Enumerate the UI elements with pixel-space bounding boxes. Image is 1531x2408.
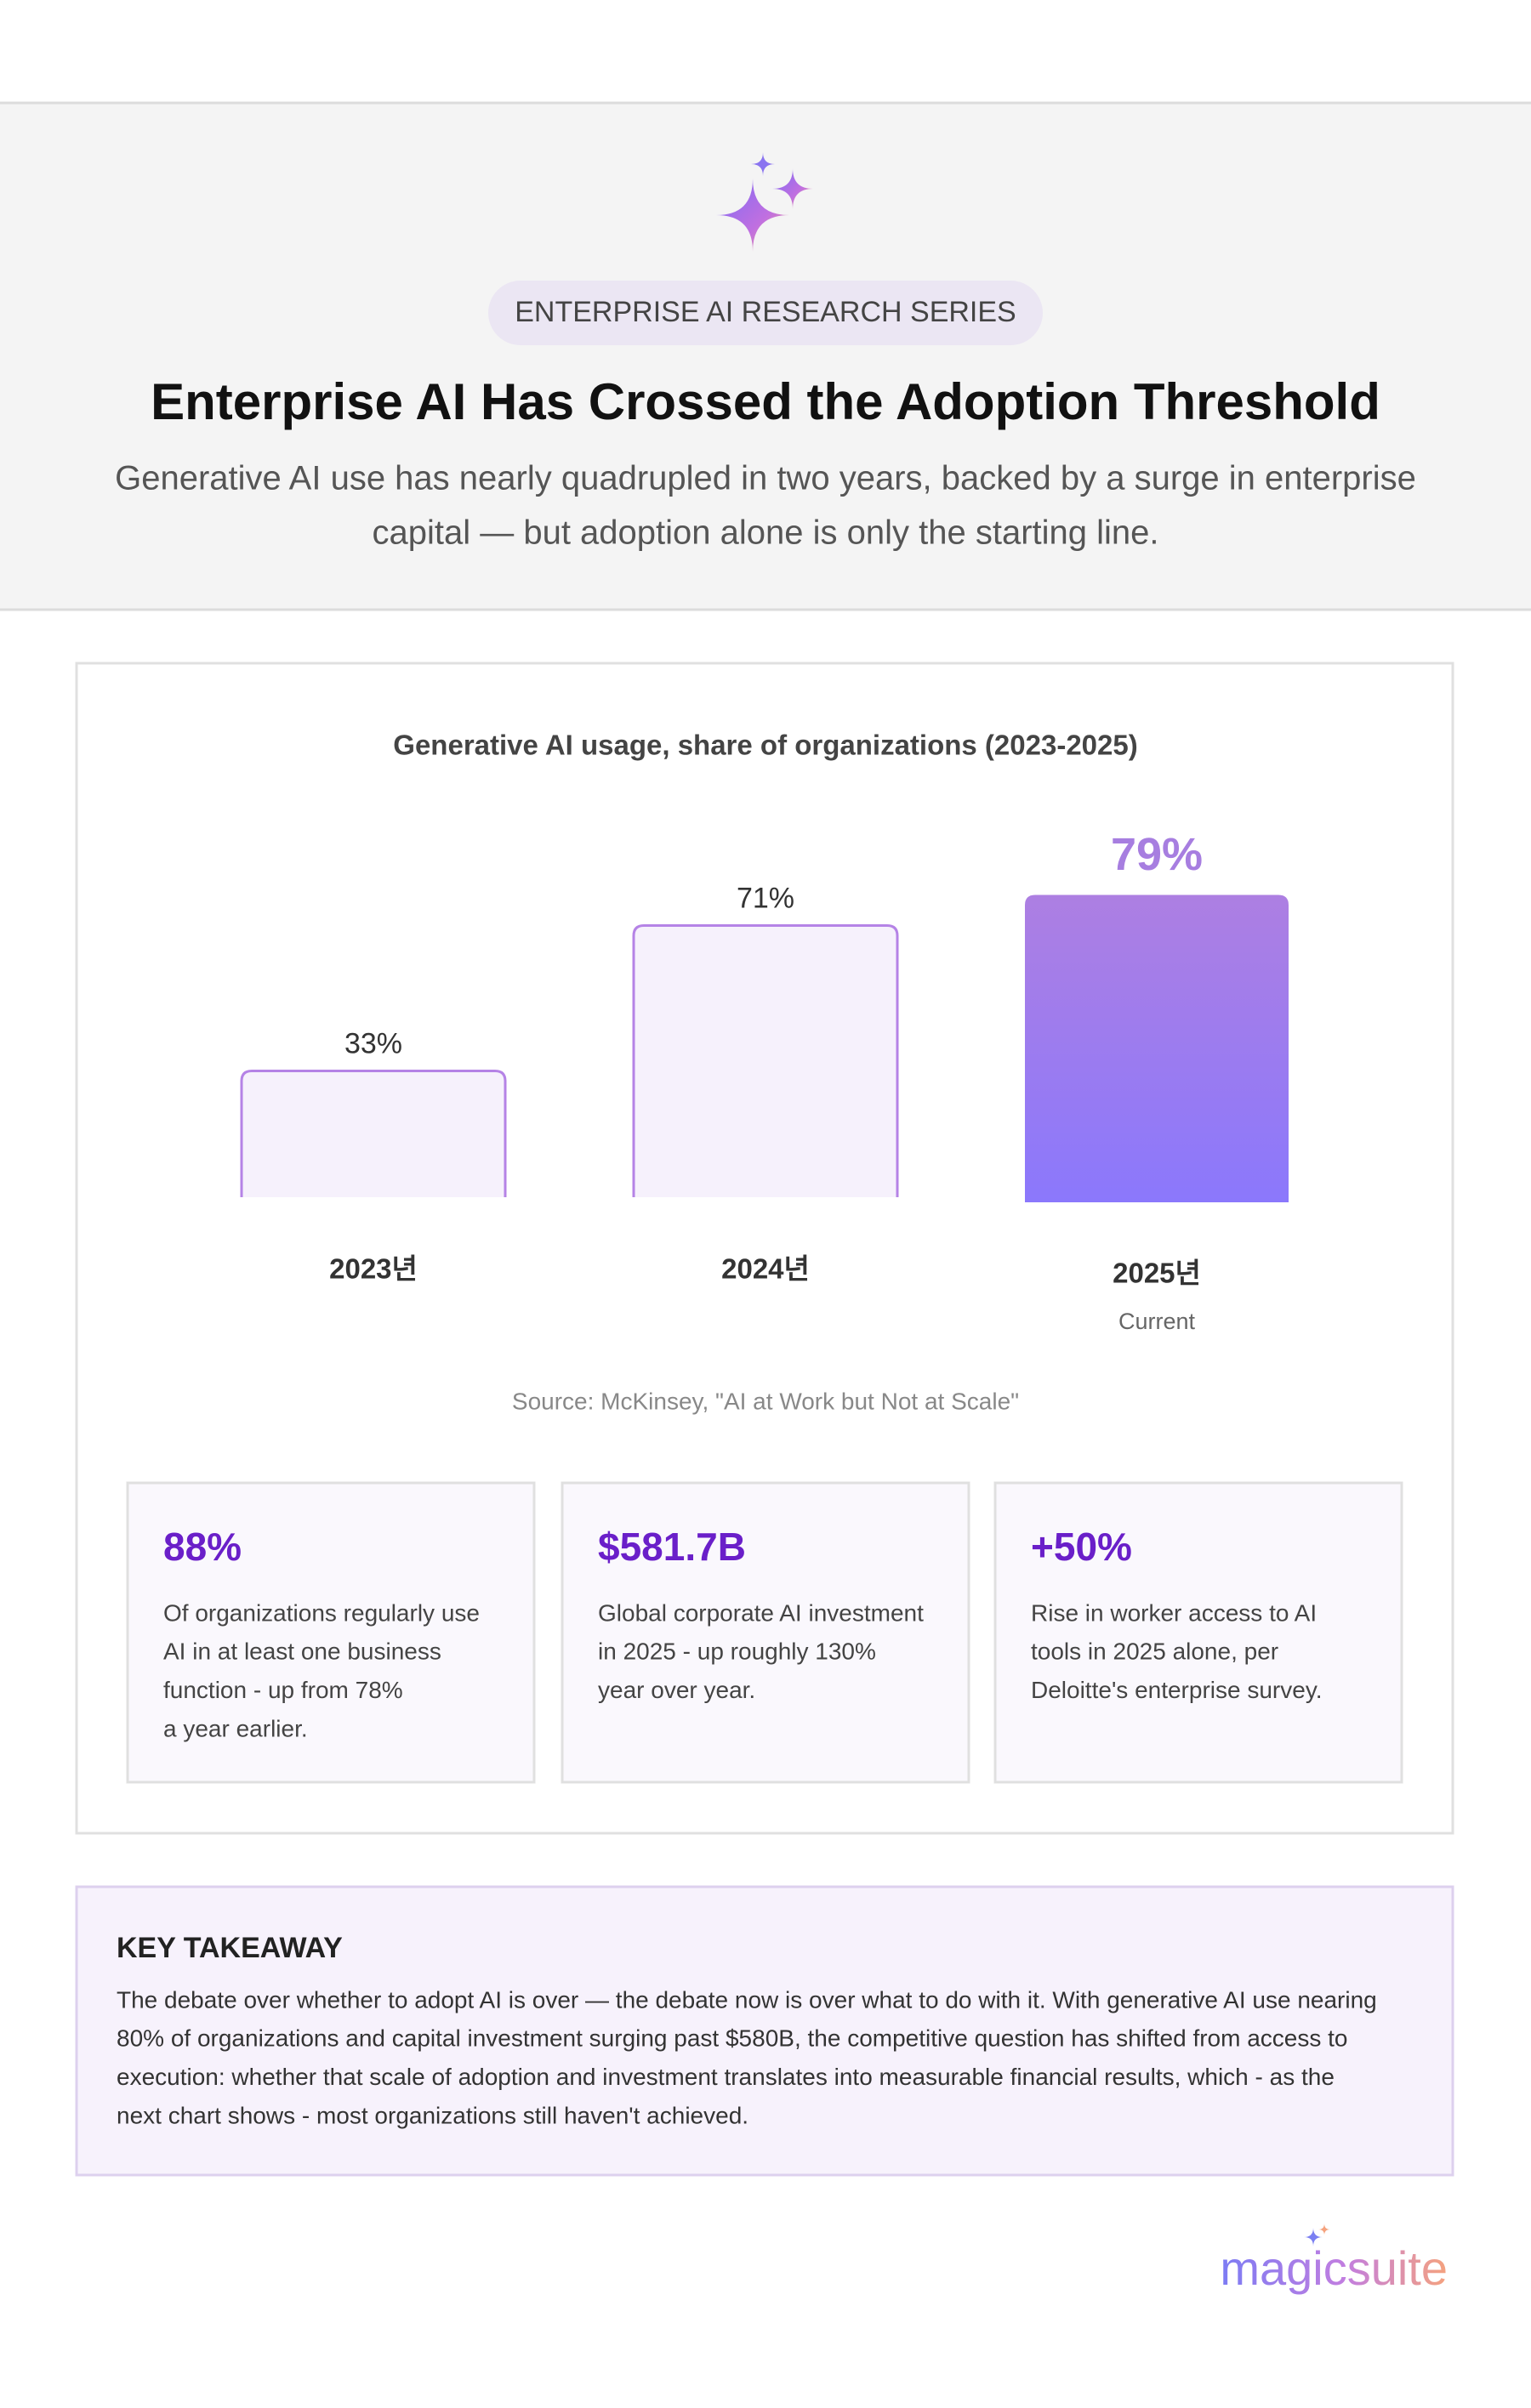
stat-description: tools in 2025 alone, per bbox=[1031, 1638, 1278, 1665]
subtitle: capital — but adoption alone is only the… bbox=[372, 514, 1158, 552]
logo: magicsuite bbox=[1220, 2241, 1448, 2295]
stat-description: AI in at least one business bbox=[163, 1638, 441, 1665]
stat-value: $581.7B bbox=[598, 1525, 746, 1569]
chart-title: Generative AI usage, share of organizati… bbox=[393, 730, 1137, 761]
x-tick-label: 2025년 bbox=[1113, 1258, 1201, 1289]
stat-card bbox=[126, 1481, 536, 1784]
stat-card bbox=[561, 1481, 970, 1784]
x-sublabel: Current bbox=[1118, 1309, 1196, 1334]
value-label: 79% bbox=[1111, 829, 1203, 880]
badge-text: ENTERPRISE AI RESEARCH SERIES bbox=[515, 296, 1016, 328]
stat-description: year over year. bbox=[598, 1677, 755, 1703]
value-label: 33% bbox=[344, 1027, 402, 1059]
page-title: Enterprise AI Has Crossed the Adoption T… bbox=[151, 373, 1380, 430]
stat-card bbox=[993, 1481, 1403, 1784]
stat-description: Of organizations regularly use bbox=[163, 1599, 480, 1626]
badge bbox=[488, 281, 1043, 345]
stat-description: in 2025 - up roughly 130% bbox=[598, 1638, 876, 1665]
sparkle bbox=[751, 152, 775, 176]
x-tick-label: 2023년 bbox=[329, 1253, 418, 1285]
bar bbox=[1025, 894, 1289, 1202]
takeaway-text: execution: whether that scale of adoptio… bbox=[117, 2064, 1335, 2090]
takeaway-text: next chart shows - most organizations st… bbox=[117, 2102, 748, 2128]
stat-description: Deloitte's enterprise survey. bbox=[1031, 1677, 1323, 1703]
takeaway-text: 80% of organizations and capital investm… bbox=[117, 2025, 1348, 2052]
sparkle bbox=[716, 179, 789, 252]
bar bbox=[240, 1070, 507, 1197]
value-label: 71% bbox=[737, 882, 794, 914]
bar bbox=[632, 924, 899, 1197]
stat-description: Global corporate AI investment bbox=[598, 1599, 924, 1626]
stat-value: 88% bbox=[163, 1525, 242, 1569]
logo-sparkle bbox=[1304, 2228, 1323, 2246]
takeaway-text: The debate over whether to adopt AI is o… bbox=[117, 1986, 1377, 2013]
takeaway-box bbox=[75, 1885, 1454, 2177]
sparkle bbox=[772, 168, 813, 209]
logo-sparkle bbox=[1318, 2223, 1330, 2235]
header-band bbox=[0, 103, 1531, 610]
x-tick-label: 2024년 bbox=[721, 1253, 810, 1285]
takeaway-heading: KEY TAKEAWAY bbox=[117, 1932, 343, 1964]
stat-value: +50% bbox=[1031, 1525, 1132, 1569]
stat-description: a year earlier. bbox=[163, 1715, 308, 1741]
stat-description: function - up from 78% bbox=[163, 1677, 403, 1703]
stat-description: Rise in worker access to AI bbox=[1031, 1599, 1317, 1626]
subtitle: Generative AI use has nearly quadrupled … bbox=[115, 460, 1416, 497]
source: Source: McKinsey, "AI at Work but Not at… bbox=[512, 1388, 1019, 1414]
